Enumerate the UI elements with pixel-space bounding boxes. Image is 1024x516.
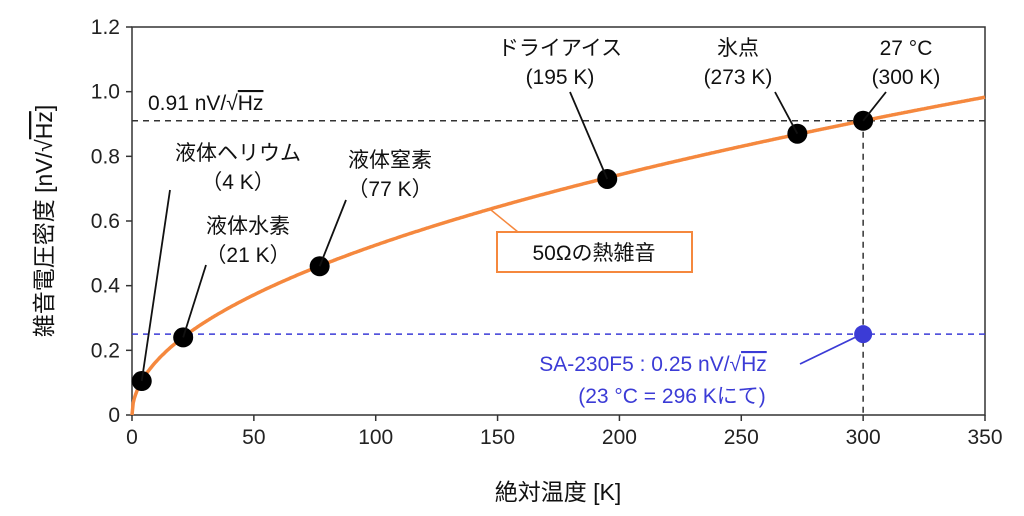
y-tick-label: 0.8 — [91, 145, 120, 168]
y-tick-label: 0.2 — [91, 339, 120, 362]
point-label-temp: (273 K) — [704, 66, 773, 89]
device-leader — [799, 335, 859, 365]
x-tick-label: 50 — [242, 426, 265, 449]
point-label: 27 °C — [880, 37, 933, 60]
point-label: ドライアイス — [498, 37, 622, 60]
x-tick-label: 100 — [358, 426, 393, 449]
reference-label: 0.91 nV/√Hz — [148, 92, 263, 115]
point-label-temp: （77 K） — [347, 178, 432, 201]
point-leader — [182, 264, 207, 338]
legend-text: 50Ωの熱雑音 — [532, 242, 655, 265]
point-leader — [862, 91, 887, 122]
point-leader — [569, 91, 609, 180]
point-label-temp: （4 K） — [201, 171, 275, 194]
point-leader — [140, 189, 171, 382]
point-label-temp: (300 K) — [872, 66, 941, 89]
point-label: 液体窒素 — [348, 149, 432, 172]
y-axis-label: 雑音電圧密度 [nV/√Hz] — [31, 105, 57, 337]
y-tick-label: 1.0 — [91, 81, 120, 104]
x-tick-label: 0 — [126, 426, 138, 449]
point-label-temp: （21 K） — [205, 244, 290, 267]
point-leader — [774, 91, 799, 135]
y-tick-label: 0 — [108, 404, 120, 427]
point-label: 氷点 — [717, 37, 759, 60]
device-point — [854, 325, 873, 344]
point-label: 液体ヘリウム — [175, 142, 301, 165]
legend-box — [496, 231, 693, 273]
device-label-2: (23 °C = 296 Kにて) — [578, 385, 766, 408]
x-tick-label: 200 — [602, 426, 637, 449]
x-tick-label: 350 — [967, 426, 1002, 449]
axes: 0 50 100 150 200 250 300 350 0 0.2 0.4 0.6 0.8 1.0 1.2 — [91, 16, 1003, 449]
y-tick-label: 0.6 — [91, 210, 120, 233]
thermal-noise-curve — [130, 95, 986, 416]
x-tick-label: 150 — [480, 426, 515, 449]
x-axis-label: 絶対温度 [K] — [495, 479, 622, 505]
point-label-temp: (195 K) — [526, 66, 595, 89]
y-tick-label: 1.2 — [91, 16, 120, 39]
point-label: 液体水素 — [206, 215, 290, 238]
point-leader — [318, 199, 347, 267]
x-tick-label: 250 — [724, 426, 759, 449]
legend-leader — [490, 209, 519, 233]
y-tick-label: 0.4 — [91, 275, 121, 298]
annotations: 絶対温度 [K] 雑音電圧密度 [nV/√Hz] 0.91 nV/√Hz 50Ω… — [31, 37, 940, 505]
x-tick-label: 300 — [846, 426, 881, 449]
device-label: SA-230F5 : 0.25 nV/√Hz — [539, 353, 766, 376]
